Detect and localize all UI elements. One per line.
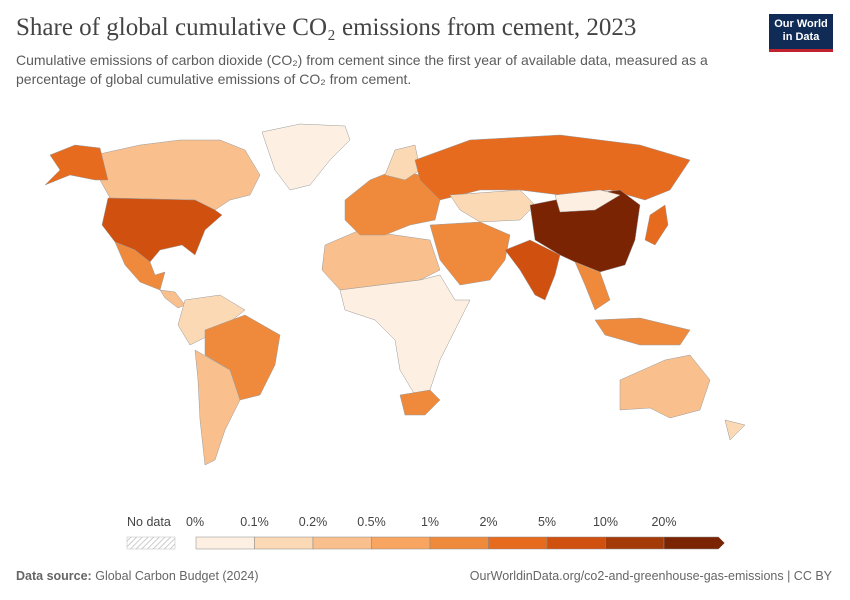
source: Global Carbon Budget (2024) — [95, 569, 259, 583]
legend-swatch — [371, 536, 431, 550]
legend-label: 1% — [421, 515, 439, 529]
legend-label: No data — [127, 515, 171, 529]
legend-swatch — [126, 536, 176, 550]
legend: No data 0% 0.1% 0.2% 0.5% 1% 2% 5% 10% 20% — [126, 515, 725, 550]
legend-label: 2% — [479, 515, 497, 529]
mexico — [114, 241, 166, 291]
indonesia — [594, 317, 691, 346]
legend-swatch — [663, 536, 725, 550]
footer-source: Data source: Global Carbon Budget (2024) — [16, 569, 259, 583]
legend-swatch — [605, 536, 665, 550]
japan — [644, 204, 669, 246]
scandinavia — [384, 144, 421, 181]
footer-url[interactable]: OurWorldinData.org/co2-and-greenhouse-ga… — [469, 569, 832, 583]
legend-label: 0.1% — [240, 515, 269, 529]
source-label: Data source: — [16, 569, 92, 583]
southeast-asia — [574, 261, 611, 311]
legend-swatch — [312, 536, 372, 550]
south-america-south — [194, 349, 241, 466]
new-zealand — [724, 419, 746, 441]
australia — [619, 354, 711, 419]
logo[interactable]: Our World in Data — [769, 14, 833, 52]
legend-label: 0.5% — [357, 515, 386, 529]
alaska — [44, 144, 109, 186]
legend-swatch — [254, 536, 314, 550]
south-africa — [399, 389, 441, 416]
greenland — [261, 123, 351, 191]
legend-label: 5% — [538, 515, 556, 529]
mongolia — [554, 189, 621, 213]
logo-line: Our World — [774, 18, 828, 30]
legend-swatch — [195, 536, 255, 550]
countries — [44, 123, 746, 466]
logo-line: in Data — [782, 31, 820, 43]
brazil — [204, 314, 281, 401]
legend-label: 0% — [186, 515, 204, 529]
middle-east — [429, 221, 511, 286]
legend-swatch — [546, 536, 606, 550]
legend-swatch — [429, 536, 489, 550]
india — [504, 239, 561, 301]
legend-label: 10% — [593, 515, 618, 529]
legend-label: 0.2% — [299, 515, 328, 529]
africa — [339, 274, 471, 396]
title: Share of global cumulative CO₂ emissions… — [16, 14, 637, 41]
legend-swatch — [488, 536, 548, 550]
kazakhstan — [449, 189, 536, 223]
map: No data 0% 0.1% 0.2% 0.5% 1% 2% 5% 10% 20% — [44, 123, 746, 550]
legend-label: 20% — [651, 515, 676, 529]
central-america — [159, 289, 186, 309]
subtitle: Cumulative emissions of carbon dioxide (… — [16, 52, 708, 87]
russia — [414, 134, 691, 201]
